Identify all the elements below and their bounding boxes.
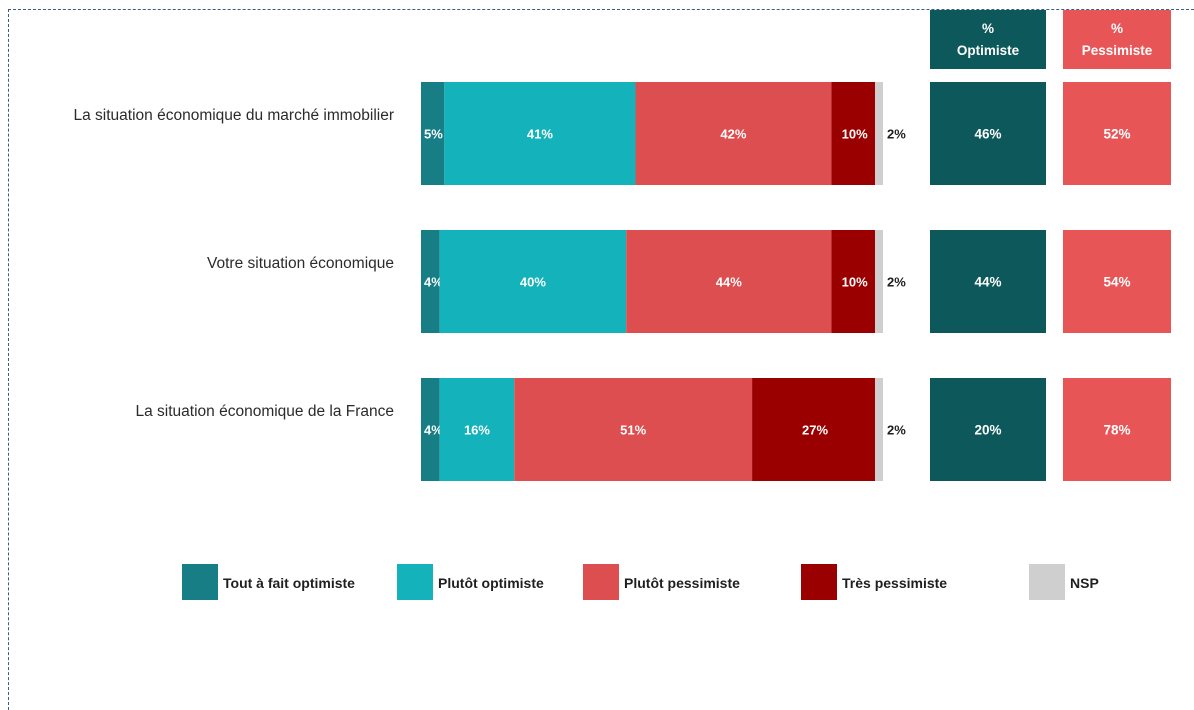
bar-value-label: 10% bbox=[842, 127, 868, 142]
bar-value-label: 44% bbox=[716, 275, 742, 290]
bar-value-label: 27% bbox=[802, 423, 828, 438]
legend-label: Plutôt optimiste bbox=[438, 575, 544, 591]
bar-segment bbox=[444, 82, 636, 185]
summary-header-symbol: % bbox=[982, 21, 994, 36]
bar-segment bbox=[831, 82, 878, 185]
summary-header-box bbox=[1063, 10, 1171, 69]
summary-header-symbol: % bbox=[1111, 21, 1123, 36]
bar-segment bbox=[635, 82, 832, 185]
bar-segment-nsp bbox=[875, 230, 883, 333]
nsp-value-label: 2% bbox=[887, 127, 906, 142]
bar-value-label: 5% bbox=[424, 127, 443, 142]
bar-value-label: 41% bbox=[527, 127, 553, 142]
category-label: La situation économique de la France bbox=[136, 403, 395, 420]
legend-swatch bbox=[801, 564, 837, 600]
bar-value-label: 16% bbox=[464, 423, 490, 438]
summary-value-label: 78% bbox=[1103, 423, 1130, 438]
summary-box bbox=[930, 230, 1046, 333]
bar-segment bbox=[439, 378, 515, 481]
legend-swatch bbox=[1029, 564, 1065, 600]
bar-segment bbox=[752, 378, 878, 481]
bar-segment bbox=[514, 378, 753, 481]
summary-box bbox=[1063, 230, 1171, 333]
category-label: La situation économique du marché immobi… bbox=[74, 107, 395, 124]
bar-value-label: 4% bbox=[424, 423, 443, 438]
summary-value-label: 52% bbox=[1103, 127, 1130, 142]
bar-segment bbox=[439, 230, 627, 333]
stacked-bar-chart: La situation économique du marché immobi… bbox=[74, 10, 1171, 600]
legend-swatch bbox=[182, 564, 218, 600]
bar-value-label: 40% bbox=[520, 275, 546, 290]
summary-header-label: Pessimiste bbox=[1082, 43, 1153, 58]
bar-segment-nsp bbox=[875, 82, 883, 185]
bar-value-label: 4% bbox=[424, 275, 443, 290]
legend-label: NSP bbox=[1070, 575, 1099, 591]
nsp-value-label: 2% bbox=[887, 275, 906, 290]
bar-segment bbox=[421, 82, 445, 185]
summary-box bbox=[1063, 378, 1171, 481]
bar-segment bbox=[421, 230, 440, 333]
legend-swatch bbox=[397, 564, 433, 600]
bar-segment bbox=[831, 230, 878, 333]
summary-value-label: 54% bbox=[1103, 275, 1130, 290]
nsp-value-label: 2% bbox=[887, 423, 906, 438]
bar-segment bbox=[626, 230, 832, 333]
summary-header-box bbox=[930, 10, 1046, 69]
summary-box bbox=[930, 82, 1046, 185]
legend-label: Très pessimiste bbox=[842, 575, 947, 591]
legend-label: Plutôt pessimiste bbox=[624, 575, 740, 591]
summary-value-label: 46% bbox=[974, 127, 1001, 142]
bar-value-label: 10% bbox=[842, 275, 868, 290]
legend-swatch bbox=[583, 564, 619, 600]
bar-segment-nsp bbox=[875, 378, 883, 481]
legend-label: Tout à fait optimiste bbox=[223, 575, 355, 591]
bar-value-label: 51% bbox=[620, 423, 646, 438]
summary-header-label: Optimiste bbox=[957, 43, 1020, 58]
category-label: Votre situation économique bbox=[207, 255, 394, 272]
bar-value-label: 42% bbox=[720, 127, 746, 142]
summary-value-label: 44% bbox=[974, 275, 1001, 290]
bar-segment bbox=[421, 378, 440, 481]
summary-value-label: 20% bbox=[974, 423, 1001, 438]
summary-box bbox=[930, 378, 1046, 481]
summary-box bbox=[1063, 82, 1171, 185]
